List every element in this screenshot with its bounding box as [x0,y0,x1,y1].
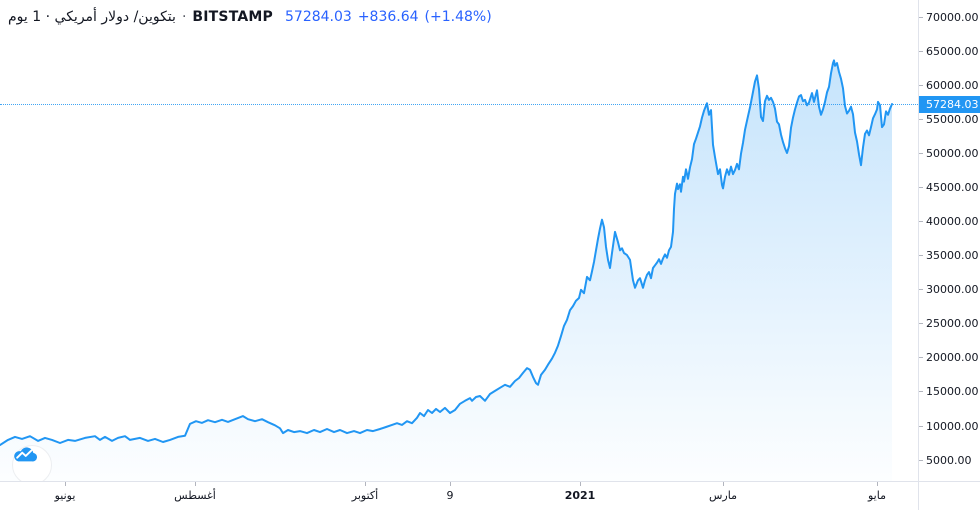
price-axis-tick [919,323,923,325]
time-scale[interactable]: يونيو أغسطس أكتوبر 9 2021 مارس مايو [0,481,918,510]
price-axis-tick [919,425,923,427]
legend-values: 57284.03 +836.64 (+1.48%) [285,9,492,25]
price-axis-tick [919,17,923,18]
time-axis-label: 2021 [564,489,596,502]
price-axis-tick [919,255,923,257]
time-axis-label: 9 [446,489,454,502]
time-axis-tick [65,482,66,486]
time-axis-tick [195,482,196,486]
price-axis-tick [919,459,923,461]
cloud-chart-icon [14,447,37,462]
axis-corner [918,481,980,510]
time-axis-label: مارس [709,489,737,502]
area-fill [0,60,892,481]
price-axis-label: 5000.00 [926,453,972,467]
last-price-badge-value: 57284.03 [926,97,979,111]
price-axis-tick [919,153,923,155]
price-axis-label: 45000.00 [926,181,979,195]
time-axis-label: مايو [868,489,886,502]
current-price-line [0,103,918,105]
symbol-title[interactable]: بتكوين/ دولار أمريكي · 1 يوم [8,9,176,25]
price-axis-label: 50000.00 [926,147,979,161]
price-axis-tick [919,357,923,359]
price-axis-label: 55000.00 [926,113,979,127]
legend-change: +836.64 [357,9,419,25]
price-axis-label: 10000.00 [926,419,979,433]
time-axis-label: أكتوبر [351,489,379,502]
price-line [0,59,893,446]
time-axis-tick [723,482,724,486]
time-axis-tick [365,482,366,486]
price-axis-tick [919,119,923,121]
time-axis-tick [450,482,451,486]
time-axis-tick [877,482,878,486]
exchange-label[interactable]: BITSTAMP [192,9,273,25]
legend-last-price: 57284.03 [285,9,352,25]
price-axis-tick [919,85,923,87]
price-axis-tick [919,51,923,52]
price-axis-tick [919,289,923,291]
time-axis-label: يونيو [54,489,76,502]
price-axis-tick [919,221,923,223]
legend: بتكوين/ دولار أمريكي · 1 يوم · BITSTAMP … [8,9,492,25]
chart-pane[interactable]: بتكوين/ دولار أمريكي · 1 يوم · BITSTAMP … [0,0,918,481]
price-axis-label: 30000.00 [926,283,979,297]
price-axis-tick [919,391,923,393]
tradingview-logo[interactable] [12,445,52,481]
price-axis-label: 70000.00 [926,11,979,24]
price-axis-label: 20000.00 [926,351,979,365]
price-axis-label: 60000.00 [926,79,979,93]
time-axis-label: أغسطس [174,489,216,502]
price-area-chart [0,59,893,481]
price-scale[interactable]: 57284.03 70000.00 65000.00 60000.00 55000.0… [918,0,980,481]
price-axis-label: 15000.00 [926,385,979,399]
time-axis-tick [580,482,581,486]
price-axis-label: 35000.00 [926,249,979,263]
last-price-badge: 57284.03 [919,95,980,113]
price-axis-label: 25000.00 [926,317,979,331]
legend-change-pct: (+1.48%) [424,9,492,25]
price-axis-label: 40000.00 [926,215,979,229]
price-axis-tick [919,187,923,189]
price-axis-label: 65000.00 [926,45,979,58]
legend-separator: · [181,9,187,25]
